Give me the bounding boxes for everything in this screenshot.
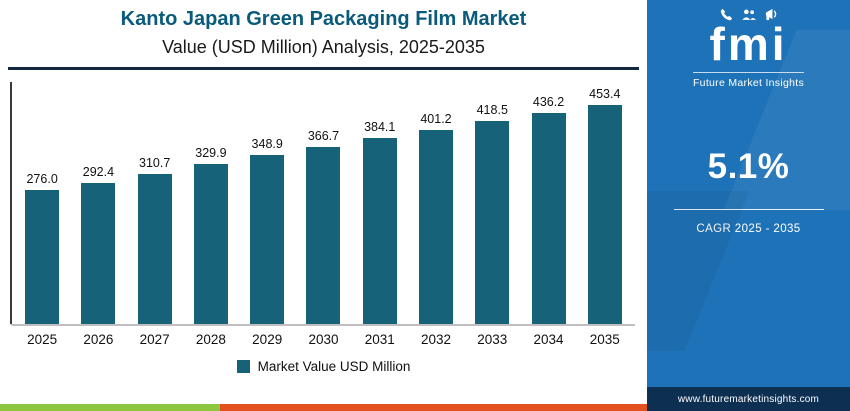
x-axis-label: 2028 bbox=[195, 332, 226, 347]
chart-legend: Market Value USD Million bbox=[0, 359, 647, 374]
people-icon bbox=[741, 8, 757, 21]
x-axis-label: 2032 bbox=[420, 332, 452, 347]
bar-value-label: 401.2 bbox=[420, 111, 452, 126]
panel-decoration bbox=[647, 191, 750, 351]
bar-column: 292.4 bbox=[70, 164, 126, 324]
bar-chart: 276.0 292.4 310.7 329.9 348.9 366.7 384.1 401.2… bbox=[10, 82, 635, 347]
x-axis-label: 2026 bbox=[83, 332, 114, 347]
phone-icon bbox=[719, 8, 734, 21]
brand-sidebar: fmi Future Market Insights 5.1% CAGR 202… bbox=[647, 0, 850, 411]
bar-column: 348.9 bbox=[239, 137, 295, 324]
bar-value-label: 348.9 bbox=[251, 137, 283, 152]
bar-value-label: 366.7 bbox=[307, 128, 340, 143]
x-axis: 2025 2026 2027 2028 2029 2030 2031 2032 2033 2034… bbox=[10, 324, 635, 347]
bar bbox=[250, 155, 285, 324]
bar-column: 276.0 bbox=[14, 172, 70, 324]
bar bbox=[137, 173, 172, 324]
bar-column: 384.1 bbox=[352, 120, 408, 324]
bar-value-label: 329.9 bbox=[195, 146, 227, 161]
logo-icon-row bbox=[693, 8, 804, 21]
bar-value-label: 384.1 bbox=[364, 120, 396, 135]
logo-text: fmi bbox=[709, 18, 788, 70]
title-divider-line bbox=[8, 67, 639, 70]
chart-title-line1: Kanto Japan Green Packaging Film Market bbox=[120, 8, 527, 30]
x-axis-label: 2030 bbox=[308, 332, 339, 347]
bar-column: 418.5 bbox=[464, 103, 520, 324]
legend-color-swatch bbox=[236, 360, 250, 373]
bar-column: 366.7 bbox=[295, 128, 351, 324]
x-axis-label: 2031 bbox=[364, 332, 395, 347]
bar bbox=[193, 164, 228, 324]
bar bbox=[362, 138, 397, 324]
bar-chart-plot-area: 276.0 292.4 310.7 329.9 348.9 366.7 384.1 401.2… bbox=[10, 82, 635, 324]
x-axis-label: 2029 bbox=[252, 332, 283, 347]
chart-title-line2: Value (USD Million) Analysis, 2025-2035 bbox=[162, 37, 485, 57]
megaphone-icon bbox=[764, 8, 779, 21]
bar bbox=[531, 112, 566, 324]
bar-column: 436.2 bbox=[520, 95, 576, 324]
fmi-logo: fmi Future Market Insights bbox=[692, 8, 805, 89]
logo-subtext: Future Market Insights bbox=[692, 71, 805, 89]
bar-value-label: 418.5 bbox=[476, 103, 508, 118]
bar-column: 329.9 bbox=[183, 146, 239, 324]
orange-accent-strip bbox=[219, 404, 647, 411]
x-axis-label: 2034 bbox=[533, 332, 564, 347]
panel-footer: www.futuremarketinsights.com bbox=[647, 387, 850, 411]
cagr-divider-line bbox=[673, 208, 824, 211]
bar-value-label: 276.0 bbox=[26, 172, 58, 187]
bar-value-label: 453.4 bbox=[589, 86, 621, 101]
bottom-accent-strips bbox=[0, 404, 647, 411]
bar bbox=[587, 104, 622, 324]
green-accent-strip bbox=[0, 404, 220, 411]
bar-column: 310.7 bbox=[127, 156, 183, 324]
x-axis-label: 2033 bbox=[477, 332, 508, 347]
bar-value-label: 292.4 bbox=[82, 164, 115, 179]
bar-value-label: 310.7 bbox=[139, 155, 171, 170]
x-axis-label: 2025 bbox=[27, 332, 58, 347]
website-link[interactable]: www.futuremarketinsights.com bbox=[677, 393, 820, 405]
bar-column: 401.2 bbox=[408, 112, 464, 324]
bar bbox=[306, 146, 341, 324]
x-axis-label: 2035 bbox=[589, 332, 620, 347]
bar bbox=[418, 129, 453, 324]
bar bbox=[81, 182, 116, 324]
bar-value-label: 436.2 bbox=[532, 94, 565, 109]
legend-label: Market Value USD Million bbox=[257, 359, 411, 374]
bar bbox=[25, 190, 60, 324]
bar bbox=[475, 121, 510, 324]
cagr-label: CAGR 2025 - 2035 bbox=[696, 223, 801, 236]
bar-column: 453.4 bbox=[577, 87, 633, 324]
chart-section: Kanto Japan Green Packaging Film Market … bbox=[0, 0, 647, 411]
cagr-value: 5.1% bbox=[707, 146, 790, 186]
chart-header: Kanto Japan Green Packaging Film Market … bbox=[0, 0, 647, 58]
x-axis-label: 2027 bbox=[139, 332, 170, 347]
